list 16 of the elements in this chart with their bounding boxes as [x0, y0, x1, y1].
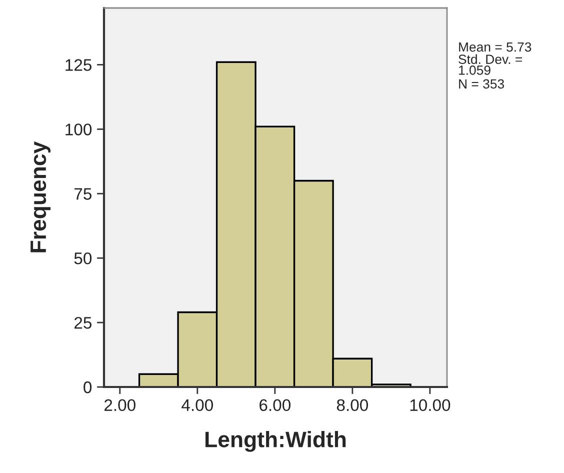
- text: N = 353: [459, 79, 504, 89]
- y-tick-label: 75: [74, 188, 92, 200]
- y-tick-label: 25: [74, 316, 92, 329]
- text: Std. Dev. = 1.059: [458, 54, 522, 75]
- text: Mean = 5.73: [459, 42, 532, 52]
- x-tick-label: 2.00: [104, 399, 136, 412]
- x-axis-title: Length:Width: [206, 431, 346, 452]
- x-tick-label: 8.00: [336, 399, 368, 412]
- x-tick-label: 6.00: [260, 399, 290, 412]
- x-tick-label: 4.00: [182, 399, 213, 412]
- x-tick-label: 10.00: [410, 399, 450, 412]
- y-tick-label: 100: [66, 124, 92, 136]
- y-axis-title: Frequency: [30, 141, 50, 252]
- y-tick-label: 50: [74, 252, 92, 264]
- y-tick-label: 0: [84, 381, 92, 394]
- y-tick-label: 125: [66, 59, 92, 71]
